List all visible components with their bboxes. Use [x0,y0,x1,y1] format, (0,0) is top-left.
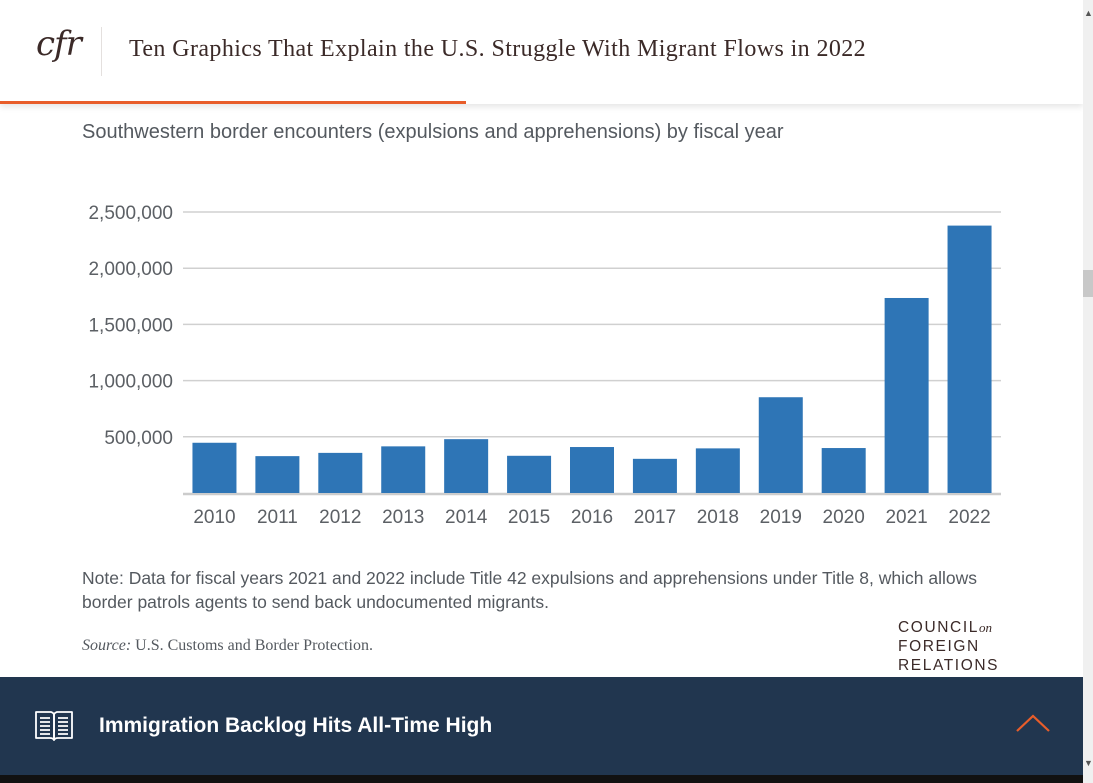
brand-line-2: FOREIGN [898,638,980,655]
bar-2018 [695,448,740,493]
chart-subtitle: Southwestern border encounters (expulsio… [82,121,784,143]
bar-2020 [821,448,866,493]
site-header: cfr Ten Graphics That Explain the U.S. S… [0,0,1083,104]
window-bottom-edge [0,775,1093,783]
x-tick-label: 2022 [948,507,990,528]
open-book-icon [35,711,73,741]
x-tick-label: 2021 [885,507,927,528]
source-label: Source: [82,637,132,654]
bar-chart: 500,000 1,000,000 1,500,000 2,000,000 2,500,… [88,203,1001,528]
header-divider [101,27,102,76]
y-tick-label: 1,500,000 [88,315,173,336]
scroll-thumb[interactable] [1083,270,1093,297]
x-tick-label: 2012 [319,507,361,528]
cfr-brand-mark: COUNCILon FOREIGN RELATIONS [898,618,999,675]
bar-2010 [192,442,237,493]
cfr-logo[interactable]: cfr [36,24,82,64]
reading-progress-bar [0,101,466,104]
x-tick-label: 2011 [257,507,298,528]
bar-2022 [947,225,992,493]
article-title: Ten Graphics That Explain the U.S. Strug… [129,36,867,62]
scroll-up-arrow-icon[interactable]: ▲ [1084,8,1093,18]
y-tick-label: 2,000,000 [88,259,173,280]
y-tick-label: 500,000 [104,428,173,449]
bar-2016 [570,447,614,493]
bar-2021 [884,297,929,493]
bar-2014 [444,439,489,493]
x-tick-label: 2013 [382,507,424,528]
source-text: U.S. Customs and Border Protection. [135,637,373,654]
x-tick-label: 2014 [445,507,488,528]
bar-2012 [318,452,363,493]
chart-note: Note: Data for fiscal years 2021 and 202… [82,568,977,612]
scroll-down-arrow-icon[interactable]: ▼ [1084,758,1093,768]
x-tick-label: 2015 [508,507,550,528]
brand-line-3: RELATIONS [898,657,1000,674]
bar-2013 [381,446,426,493]
brand-line-1-suffix: on [978,620,992,635]
chart-source: Source: U.S. Customs and Border Protecti… [82,637,373,655]
bar-2017 [632,458,677,493]
x-tick-label: 2020 [823,507,865,528]
next-article-title[interactable]: Immigration Backlog Hits All-Time High [99,714,493,737]
next-article-bar[interactable]: Immigration Backlog Hits All-Time High [0,677,1083,775]
bar-2015 [507,455,552,493]
bar-2019 [758,397,803,493]
y-tick-label: 2,500,000 [88,203,173,224]
page-scrollbar[interactable]: ▲ ▼ [1083,0,1093,783]
x-tick-label: 2018 [697,507,739,528]
x-tick-label: 2010 [193,507,235,528]
brand-line-1: COUNCIL [898,619,979,636]
x-tick-label: 2016 [571,507,613,528]
y-tick-label: 1,000,000 [88,372,173,393]
x-tick-label: 2019 [760,507,802,528]
bar-2011 [255,456,300,493]
x-tick-label: 2017 [634,507,676,528]
chevron-up-icon[interactable] [1012,711,1054,735]
